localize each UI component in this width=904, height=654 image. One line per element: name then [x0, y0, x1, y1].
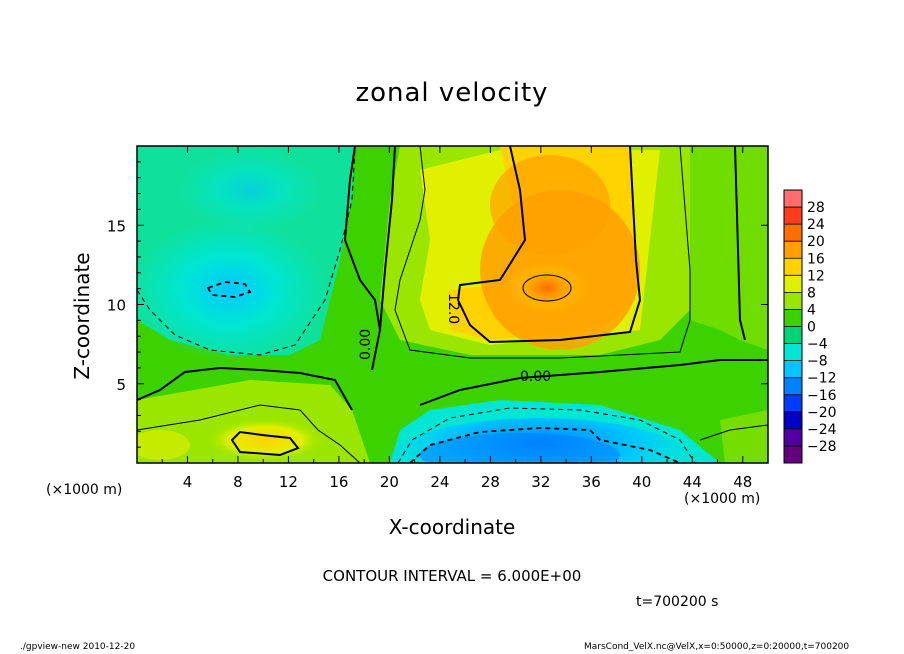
colorbar-tick-label: 0: [807, 320, 816, 336]
colorbar-tick-label: 8: [807, 285, 816, 301]
y-axis-label: Z-coordinate: [70, 252, 94, 380]
colorbar-swatch: [784, 292, 802, 310]
colorbar-swatch: [784, 377, 802, 396]
x-tick-label: 24: [430, 473, 449, 491]
colorbar-tick-label: −12: [807, 371, 837, 387]
colorbar-swatch: [784, 190, 802, 208]
colorbar-tick-label: 20: [807, 234, 825, 250]
colorbar-swatch: [784, 411, 802, 430]
footer-left: ./gpview-new 2010-12-20: [20, 642, 136, 652]
colorbar-swatch: [784, 428, 802, 447]
x-tick-label: 20: [380, 473, 399, 491]
contour-label-group: 0.00 12.0 0.00: [358, 293, 551, 385]
y-tick-label: 5: [116, 376, 126, 394]
x-tick-label: 28: [481, 473, 500, 491]
x-tick-label: 36: [582, 473, 601, 491]
chart-title: zonal velocity: [355, 78, 549, 108]
colorbar-swatch: [784, 445, 802, 464]
x-tick-label: 16: [329, 473, 348, 491]
colorbar-tick-label: 12: [807, 268, 825, 284]
colorbar-tick-label: −4: [807, 337, 828, 353]
colorbar-swatch: [784, 207, 802, 225]
colorbar-swatch: [784, 394, 802, 413]
x-tick-label: 8: [233, 473, 243, 491]
colorbar-swatch: [784, 258, 802, 276]
x-tick-label: 12: [279, 473, 298, 491]
colorbar-swatch: [784, 224, 802, 242]
colorbar-swatch: [784, 326, 802, 345]
x-unit-label-left: (×1000 m): [46, 482, 123, 498]
colorbar-swatch: [784, 360, 802, 379]
colorbar-tick-label: 16: [807, 251, 825, 267]
colorbar-swatch: [784, 309, 802, 327]
x-tick-label: 32: [531, 473, 550, 491]
y-tick-label: 15: [107, 217, 126, 235]
time-label: t=700200 s: [636, 594, 719, 610]
contour-label: 0.00: [520, 369, 551, 385]
footer-right: MarsCond_VelX.nc@VelX,x=0:50000,z=0:2000…: [584, 642, 850, 652]
x-tick-label: 44: [683, 473, 702, 491]
contour-interval-label: CONTOUR INTERVAL = 6.000E+00: [322, 567, 582, 585]
contour-label: 12.0: [445, 293, 461, 324]
velocity-field: [137, 146, 768, 463]
colorbar-swatch: [784, 241, 802, 259]
colorbar-swatch: [784, 275, 802, 293]
contour-lines: [137, 146, 768, 463]
colorbar-tick-label: −24: [807, 422, 837, 438]
colorbar-tick-label: 28: [807, 200, 825, 216]
colorbar-tick-label: 4: [807, 302, 816, 318]
contour-label: 0.00: [358, 329, 374, 360]
colorbar-tick-label: −16: [807, 388, 837, 404]
colorbar-tick-label: 24: [807, 217, 825, 233]
x-tick-label: 4: [183, 473, 193, 491]
y-tick-label: 10: [107, 297, 126, 315]
x-tick-label: 48: [733, 473, 752, 491]
colorbar-swatch: [784, 343, 802, 362]
colorbar-tick-label: −28: [807, 439, 837, 455]
x-axis-label: X-coordinate: [388, 515, 516, 539]
x-tick-label: 40: [632, 473, 651, 491]
colorbar-tick-label: −8: [807, 354, 828, 370]
colorbar-tick-label: −20: [807, 405, 837, 421]
x-unit-label-right: (×1000 m): [684, 491, 761, 507]
